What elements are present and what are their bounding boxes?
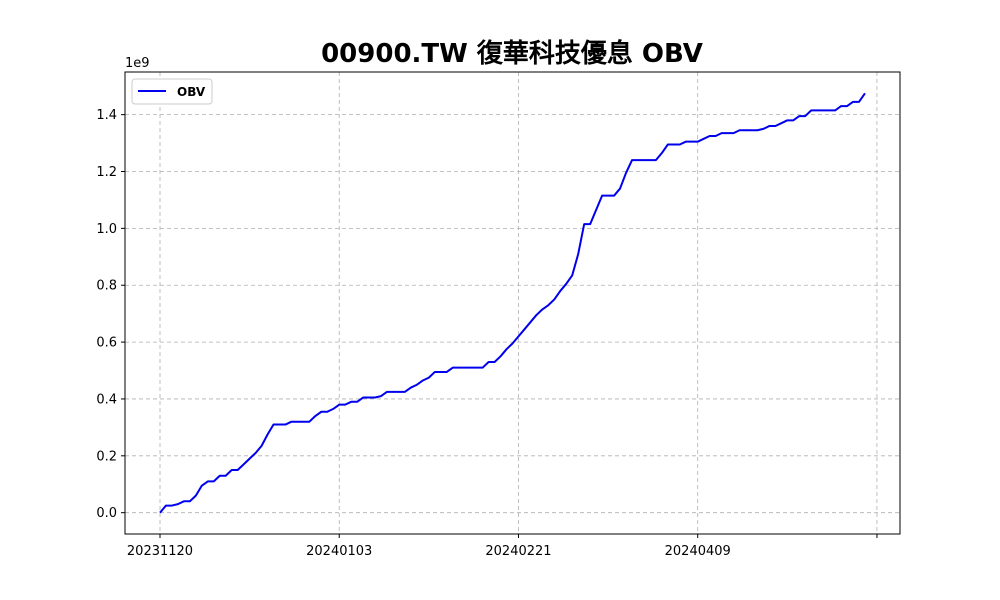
legend-label-obv: OBV <box>177 85 206 99</box>
x-tick-label: 20231120 <box>127 544 193 559</box>
x-tick-label: 20240103 <box>306 544 372 559</box>
y-tick-label: 0.6 <box>96 336 117 351</box>
y-tick-label: 1.4 <box>96 108 117 123</box>
grid <box>125 72 900 534</box>
y-tick-label: 0.0 <box>96 506 117 521</box>
plot-frame <box>124 71 901 535</box>
series-layer <box>159 92 866 514</box>
y-tick-label: 0.2 <box>96 449 117 464</box>
x-tick-label: 20240409 <box>665 544 731 559</box>
y-tick-label: 1.2 <box>96 165 117 180</box>
y-tick-label: 1.0 <box>96 222 117 237</box>
y-tick-label: 0.8 <box>96 279 117 294</box>
y-tick-label: 0.4 <box>96 392 117 407</box>
series-line-obv <box>159 92 866 514</box>
x-tick-label: 20240221 <box>485 544 551 559</box>
legend-box <box>131 78 213 105</box>
legend: OBV <box>131 78 213 105</box>
y-axis: 0.0 0.2 0.4 0.6 0.8 1.0 1.2 1.4 <box>96 108 125 521</box>
x-axis: 20231120 20240103 20240221 20240409 <box>127 534 878 559</box>
y-offset-label: 1e9 <box>125 56 150 71</box>
chart-title: 00900.TW 復華科技優息 OBV <box>321 38 703 69</box>
